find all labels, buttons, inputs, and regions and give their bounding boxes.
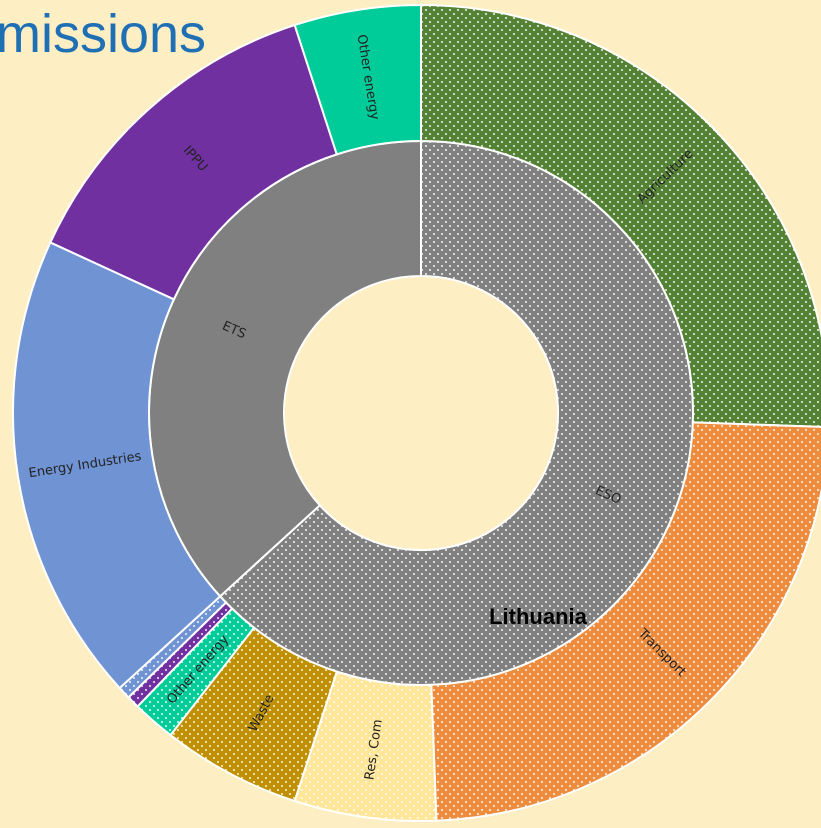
outer-segment <box>293 3 422 156</box>
outer-segment <box>12 241 222 690</box>
chart-title: missions <box>0 4 206 64</box>
annotation: Lithuania <box>489 604 588 629</box>
